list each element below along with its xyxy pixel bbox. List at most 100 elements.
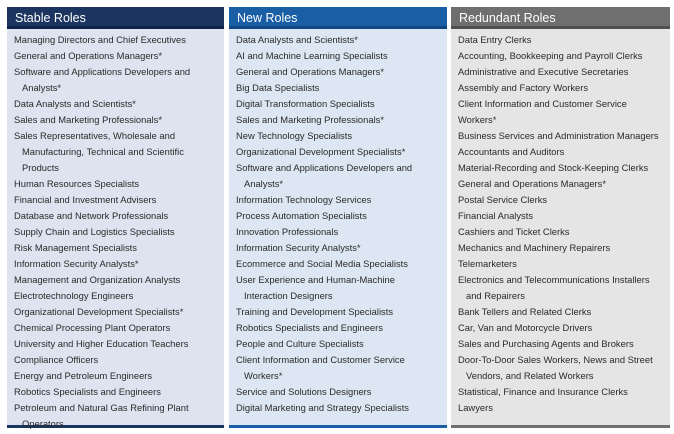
role-name-continuation: Products [22, 162, 59, 173]
role-name: Accounting, Bookkeeping and Payroll Cler… [458, 50, 643, 61]
role-name: Innovation Professionals [236, 226, 339, 237]
role-list-item: Electronics and Telecommunications Insta… [451, 272, 670, 304]
role-name: Client Information and Customer Service [236, 354, 405, 365]
role-name: Ecommerce and Social Media Specialists [236, 258, 408, 269]
role-name: Process Automation Specialists [236, 210, 367, 221]
role-name: Statistical, Finance and Insurance Clerk… [458, 386, 628, 397]
role-name: Business Services and Administration Man… [458, 130, 659, 141]
role-name-continuation: Manufacturing, Technical and Scientific [22, 146, 184, 157]
role-list-item: Supply Chain and Logistics Specialists [7, 224, 224, 240]
new-roles-list-panel: Data Analysts and Scientists* AI and Mach… [229, 29, 447, 428]
role-list-item: Administrative and Executive Secretaries [451, 64, 670, 80]
role-name: University and Higher Education Teachers [14, 338, 189, 349]
role-list-item: Sales and Marketing Professionals* [229, 112, 447, 128]
new-roles-column: New Roles Data Analysts and Scientists* A… [229, 7, 447, 428]
role-list-item: Organizational Development Specialists* [229, 144, 447, 160]
role-list-item: Car, Van and Motorcycle Drivers [451, 320, 670, 336]
role-list-item: Information Technology Services [229, 192, 447, 208]
role-name: Electrotechnology Engineers [14, 290, 134, 301]
role-list-item: Postal Service Clerks [451, 192, 670, 208]
role-name: Supply Chain and Logistics Specialists [14, 226, 175, 237]
role-list-item: Human Resources Specialists [7, 176, 224, 192]
role-name: Client Information and Customer Service … [458, 98, 627, 125]
role-list-item: Lawyers [451, 400, 670, 416]
role-name: Petroleum and Natural Gas Refining Plant [14, 402, 189, 413]
role-list-item: Telemarketers [451, 256, 670, 272]
role-name: Digital Marketing and Strategy Specialis… [236, 402, 409, 413]
role-list-item: Statistical, Finance and Insurance Clerk… [451, 384, 670, 400]
role-list-item: Ecommerce and Social Media Specialists [229, 256, 447, 272]
role-name: Car, Van and Motorcycle Drivers [458, 322, 593, 333]
role-name: Management and Organization Analysts [14, 274, 181, 285]
role-list-item: Information Security Analysts* [229, 240, 447, 256]
role-name: Cashiers and Ticket Clerks [458, 226, 570, 237]
role-list-item: Business Services and Administration Man… [451, 128, 670, 144]
role-list-item: Software and Applications Developers and… [7, 64, 224, 96]
role-name: Organizational Development Specialists* [14, 306, 184, 317]
role-list-item: Managing Directors and Chief Executives [7, 32, 224, 48]
role-list-item: Door-To-Door Sales Workers, News and Str… [451, 352, 670, 384]
role-list-item: Financial Analysts [451, 208, 670, 224]
role-list-item: Assembly and Factory Workers [451, 80, 670, 96]
role-list-item: Chemical Processing Plant Operators [7, 320, 224, 336]
role-name: Financial Analysts [458, 210, 534, 221]
role-list-item: Compliance Officers [7, 352, 224, 368]
role-name: Database and Network Professionals [14, 210, 169, 221]
role-list-item: Accounting, Bookkeeping and Payroll Cler… [451, 48, 670, 64]
new-roles-header: New Roles [229, 7, 447, 29]
role-name-continuation: Analysts* [22, 82, 62, 93]
role-list-item: Sales and Marketing Professionals* [7, 112, 224, 128]
role-list-item: Organizational Development Specialists* [7, 304, 224, 320]
role-list-item: Risk Management Specialists [7, 240, 224, 256]
role-list-item: New Technology Specialists [229, 128, 447, 144]
role-name: Sales and Marketing Professionals* [236, 114, 384, 125]
role-list-item: Software and Applications Developers and… [229, 160, 447, 192]
role-list-item: Digital Transformation Specialists [229, 96, 447, 112]
role-list-item: Data Analysts and Scientists* [7, 96, 224, 112]
role-name: Digital Transformation Specialists [236, 98, 375, 109]
role-name: Electronics and Telecommunications Insta… [458, 274, 650, 285]
role-name: Data Entry Clerks [458, 34, 532, 45]
role-name: General and Operations Managers* [14, 50, 163, 61]
role-name: Organizational Development Specialists* [236, 146, 406, 157]
role-name: Robotics Specialists and Engineers [236, 322, 383, 333]
role-name: Service and Solutions Designers [236, 386, 372, 397]
role-name-continuation: Workers* [244, 370, 283, 381]
role-name: Robotics Specialists and Engineers [14, 386, 161, 397]
role-list-item: Sales and Purchasing Agents and Brokers [451, 336, 670, 352]
role-list-item: Process Automation Specialists [229, 208, 447, 224]
role-list-item: Petroleum and Natural Gas Refining Plant… [7, 400, 224, 432]
role-name: Risk Management Specialists [14, 242, 137, 253]
role-name: Postal Service Clerks [458, 194, 548, 205]
role-list-item: Management and Organization Analysts [7, 272, 224, 288]
redundant-roles-list: Data Entry Clerks Accounting, Bookkeeping… [451, 32, 670, 416]
role-name-continuation: Analysts* [244, 178, 284, 189]
role-name: General and Operations Managers* [236, 66, 385, 77]
role-name-continuation: Vendors, and Related Workers [466, 370, 594, 381]
role-list-item: Service and Solutions Designers [229, 384, 447, 400]
role-list-item: AI and Machine Learning Specialists [229, 48, 447, 64]
role-name: Door-To-Door Sales Workers, News and Str… [458, 354, 653, 365]
role-name: Information Technology Services [236, 194, 372, 205]
role-list-item: Electrotechnology Engineers [7, 288, 224, 304]
role-list-item: Cashiers and Ticket Clerks [451, 224, 670, 240]
role-list-item: Big Data Specialists [229, 80, 447, 96]
role-list-item: Mechanics and Machinery Repairers [451, 240, 670, 256]
role-list-item: Database and Network Professionals [7, 208, 224, 224]
role-list-item: Energy and Petroleum Engineers [7, 368, 224, 384]
role-list-item: Digital Marketing and Strategy Specialis… [229, 400, 447, 416]
role-name: Compliance Officers [14, 354, 99, 365]
role-name: Material-Recording and Stock-Keeping Cle… [458, 162, 649, 173]
role-list-item: Client Information and Customer Service W… [229, 352, 447, 384]
redundant-roles-list-panel: Data Entry Clerks Accounting, Bookkeeping… [451, 29, 670, 428]
role-list-item: User Experience and Human-Machine Interac… [229, 272, 447, 304]
role-list-item: General and Operations Managers* [451, 176, 670, 192]
role-list-item: General and Operations Managers* [229, 64, 447, 80]
role-name: Sales and Purchasing Agents and Brokers [458, 338, 634, 349]
role-name: Assembly and Factory Workers [458, 82, 589, 93]
role-name: Administrative and Executive Secretaries [458, 66, 629, 77]
role-list-item: Data Analysts and Scientists* [229, 32, 447, 48]
role-list-item: People and Culture Specialists [229, 336, 447, 352]
role-list-item: University and Higher Education Teachers [7, 336, 224, 352]
new-roles-list: Data Analysts and Scientists* AI and Mach… [229, 32, 447, 416]
